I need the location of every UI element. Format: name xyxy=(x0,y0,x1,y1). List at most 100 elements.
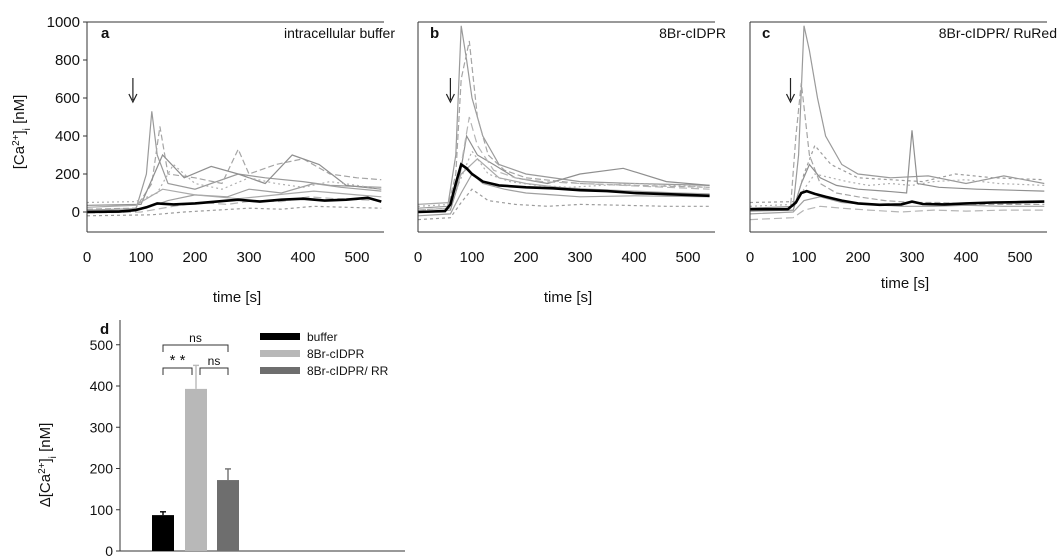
arrow-head xyxy=(128,93,138,104)
cell-trace xyxy=(417,188,710,221)
panel-a-cell-traces xyxy=(86,111,382,217)
y-tick-label: 200 xyxy=(55,166,80,183)
legend-label: buffer xyxy=(307,330,337,344)
panel-a-plot-area xyxy=(86,111,382,217)
cell-trace xyxy=(749,25,1045,209)
panel-c-plot-area xyxy=(749,25,1045,221)
y-tick-label: 200 xyxy=(90,461,114,477)
panel-d-error-bars xyxy=(160,364,231,516)
y-tick-label: 800 xyxy=(55,52,80,69)
cell-trace xyxy=(86,126,382,210)
arrow-head xyxy=(785,93,796,104)
panel-d-significance-brackets: ns* * ns xyxy=(162,331,229,375)
cell-trace xyxy=(86,182,382,211)
panel-d-y-tick-labels: 0 100 200 300 400 500 xyxy=(90,337,114,559)
y-tick-label: 100 xyxy=(90,502,114,518)
x-tick-label: 100 xyxy=(791,249,816,266)
y-tick-label: 1000 xyxy=(47,14,80,31)
panel-d-legend: buffer 8Br-cIDPR 8Br-cIDPR/ RR xyxy=(260,330,389,378)
panel-c-axes xyxy=(749,21,1047,233)
legend-label: 8Br-cIDPR xyxy=(307,347,365,361)
panel-a-y-tick-labels: 0 200 400 600 800 1000 xyxy=(47,14,80,221)
y-tick-label: 400 xyxy=(55,128,80,145)
legend-swatch xyxy=(260,350,300,357)
y-tick-label: 500 xyxy=(90,337,114,353)
significance-label: ns xyxy=(208,354,221,368)
cell-trace xyxy=(86,153,382,206)
panel-c-mean-trace xyxy=(750,189,1045,211)
panel-d-y-axis-label: Δ[Ca2+]i [nM] xyxy=(37,423,59,508)
panel-c-title: 8Br-cIDPR/ RuRed xyxy=(939,25,1057,41)
x-tick-label: 300 xyxy=(899,249,924,266)
x-tick-label: 0 xyxy=(83,249,91,266)
panel-a-axes xyxy=(83,21,384,233)
panel-c-x-axis-label: time [s] xyxy=(881,275,929,292)
panel-c-cell-traces xyxy=(749,25,1045,221)
panel-b-x-axis-label: time [s] xyxy=(544,289,592,306)
cell-trace xyxy=(749,144,1045,204)
panel-b-stimulus-arrow xyxy=(445,78,455,104)
x-tick-label: 200 xyxy=(513,249,538,266)
x-tick-label: 300 xyxy=(567,249,592,266)
x-tick-label: 0 xyxy=(746,249,754,266)
cell-trace xyxy=(417,149,710,207)
panel-a-title: intracellular buffer xyxy=(284,25,395,41)
cell-trace xyxy=(749,205,1045,221)
panel-b-cell-traces xyxy=(417,25,710,221)
panel-b-title: 8Br-cIDPR xyxy=(659,25,726,41)
significance-label: ns xyxy=(189,331,202,345)
y-tick-label: 0 xyxy=(72,204,80,221)
panel-c-letter: c xyxy=(762,25,770,42)
legend-swatch xyxy=(260,367,300,374)
significance-bracket xyxy=(162,344,229,352)
bar xyxy=(185,388,207,551)
panel-b-axes xyxy=(417,21,715,233)
bar xyxy=(152,515,174,551)
cell-trace xyxy=(417,157,710,205)
significance-bracket xyxy=(162,367,193,375)
cell-trace xyxy=(86,205,382,217)
panel-a-stimulus-arrow xyxy=(128,78,138,104)
panel-a-mean-trace xyxy=(86,196,382,214)
panel-c: 0 100 200 300 400 500 c 8Br-cIDPR/ RuRed time… xyxy=(746,21,1057,292)
panel-a-x-tick-labels: 0 100 200 300 400 500 xyxy=(83,249,370,266)
y-tick-label: 300 xyxy=(90,419,114,435)
panel-a-y-axis-label: [Ca2+]i [nM] xyxy=(11,95,33,170)
panel-d-bars xyxy=(152,388,239,551)
significance-label: * * xyxy=(170,352,186,369)
legend-swatch xyxy=(260,333,300,340)
legend-label: 8Br-cIDPR/ RR xyxy=(307,364,389,378)
panel-b: 0 100 200 300 400 500 b 8Br-cIDPR time [s] xyxy=(414,21,726,306)
x-tick-label: 200 xyxy=(182,249,207,266)
panel-a-letter: a xyxy=(101,25,110,42)
y-tick-label: 400 xyxy=(90,378,114,394)
cell-trace xyxy=(749,173,1045,207)
y-tick-label: 0 xyxy=(105,543,113,559)
cell-trace xyxy=(86,111,382,212)
x-tick-label: 500 xyxy=(675,249,700,266)
panel-b-mean-trace xyxy=(417,162,710,214)
x-tick-label: 100 xyxy=(128,249,153,266)
x-tick-label: 0 xyxy=(414,249,422,266)
x-tick-label: 400 xyxy=(953,249,978,266)
panel-c-stimulus-arrow xyxy=(785,78,796,104)
x-tick-label: 400 xyxy=(621,249,646,266)
cell-trace xyxy=(417,173,710,217)
x-tick-label: 500 xyxy=(1007,249,1032,266)
x-tick-label: 400 xyxy=(290,249,315,266)
panel-b-letter: b xyxy=(430,25,439,42)
x-tick-label: 300 xyxy=(236,249,261,266)
cell-trace xyxy=(86,163,382,204)
y-tick-label: 600 xyxy=(55,90,80,107)
bar xyxy=(217,480,239,551)
x-tick-label: 100 xyxy=(459,249,484,266)
panel-a-x-axis-label: time [s] xyxy=(213,289,261,306)
panel-c-x-tick-labels: 0 100 200 300 400 500 xyxy=(746,249,1033,266)
x-tick-label: 500 xyxy=(344,249,369,266)
arrow-head xyxy=(445,93,455,104)
panel-b-x-tick-labels: 0 100 200 300 400 500 xyxy=(414,249,701,266)
panel-a: 0 200 400 600 800 1000 0 100 200 300 400 500 a int… xyxy=(11,14,396,306)
x-tick-label: 200 xyxy=(845,249,870,266)
